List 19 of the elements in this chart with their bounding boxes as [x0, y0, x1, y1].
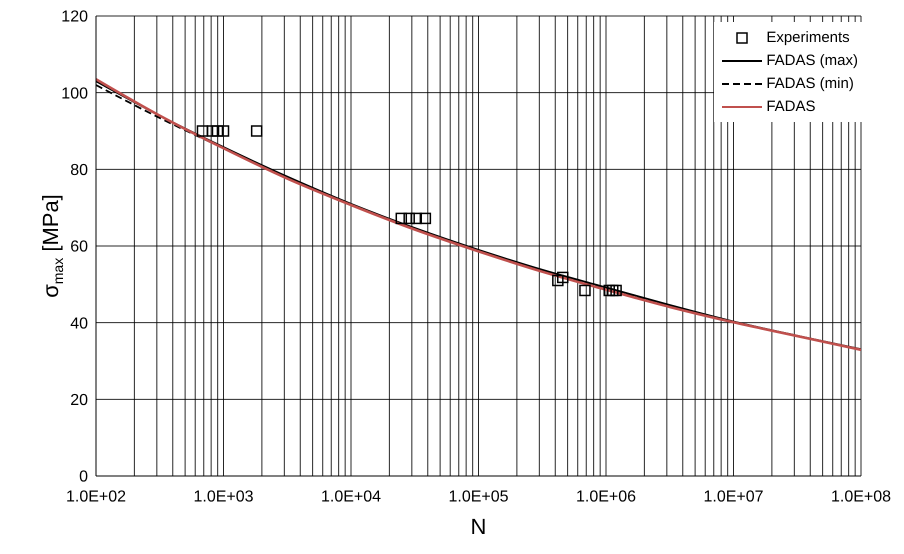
- y-tick-label: 100: [61, 85, 88, 102]
- legend-label: FADAS (min): [766, 75, 854, 92]
- x-tick-label: 1.0E+05: [448, 488, 509, 506]
- x-tick-label: 1.0E+06: [576, 488, 636, 506]
- y-tick-label: 120: [61, 8, 88, 26]
- legend-label: FADAS: [766, 98, 816, 115]
- y-tick-label: 20: [70, 392, 88, 410]
- x-axis-title: N: [470, 514, 486, 539]
- x-tick-label: 1.0E+08: [830, 488, 892, 506]
- x-tick-label: 1.0E+02: [66, 488, 126, 506]
- y-tick-label: 60: [70, 238, 88, 256]
- y-tick-label: 0: [79, 468, 88, 486]
- x-tick-label: 1.0E+07: [703, 488, 764, 506]
- x-tick-label: 1.0E+04: [320, 488, 382, 506]
- legend-label: Experiments: [766, 29, 850, 46]
- x-tick-label: 1.0E+03: [193, 488, 254, 506]
- y-tick-label: 80: [70, 162, 88, 180]
- legend-label: FADAS (max): [766, 52, 858, 69]
- y-tick-label: 40: [70, 315, 88, 332]
